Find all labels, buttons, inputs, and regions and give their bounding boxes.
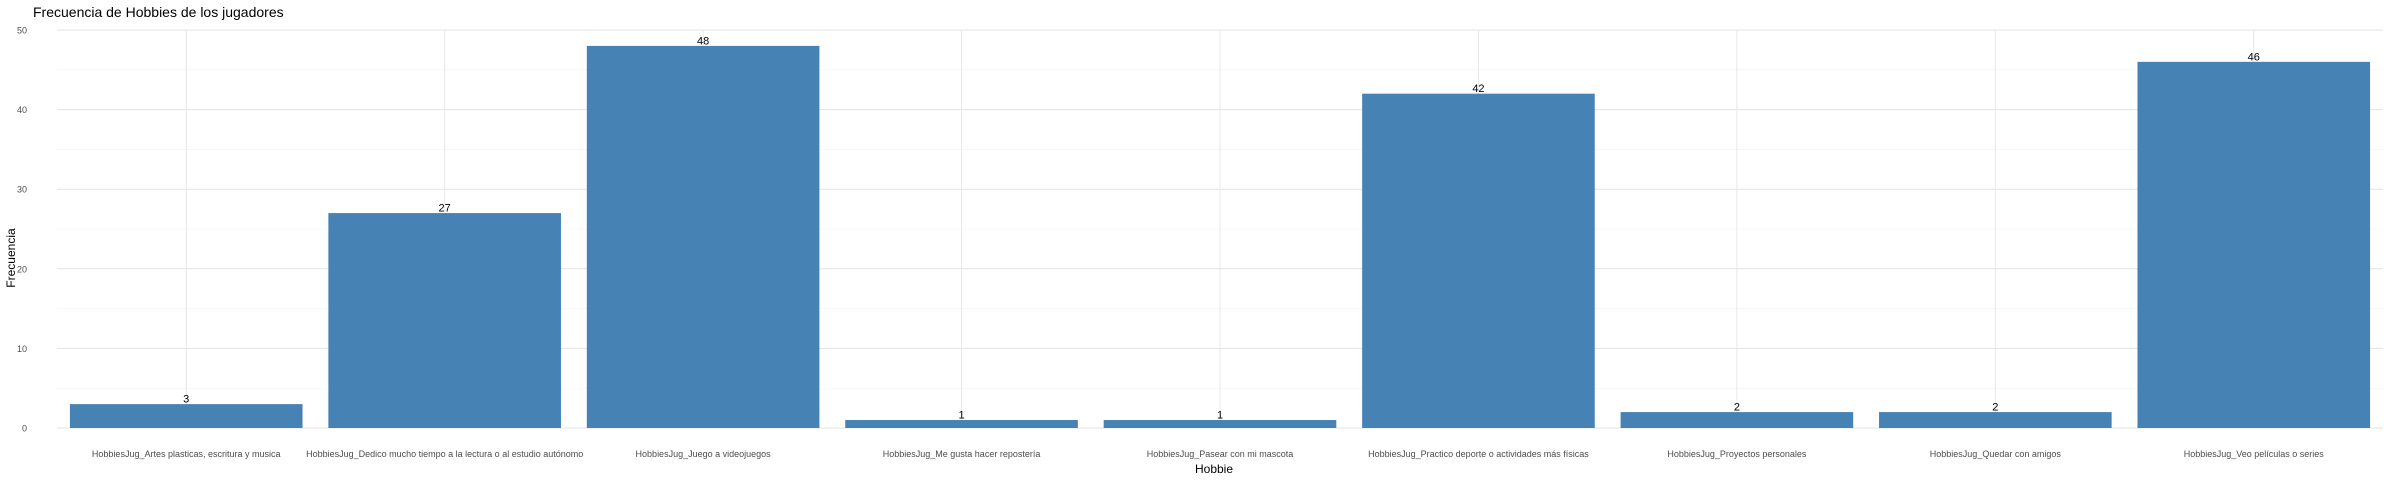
bar (69, 404, 303, 428)
y-axis-title: Frecuencia (4, 228, 18, 288)
bar (845, 420, 1078, 428)
bar (328, 213, 561, 428)
x-axis-title: Hobbie (1195, 462, 1233, 476)
grid-layer (57, 29, 2383, 429)
x-tick-label: HobbiesJug_Practico deporte o actividade… (1368, 449, 1589, 459)
bar (2137, 61, 2371, 429)
x-tick-label: HobbiesJug_Dedico mucho tiempo a la lect… (306, 449, 583, 459)
bar (586, 45, 820, 429)
y-tick-label: 30 (17, 185, 27, 195)
bar-value-label: 1 (958, 410, 964, 422)
chart-title: Frecuencia de Hobbies de los jugadores (33, 4, 284, 20)
y-tick-label: 20 (17, 264, 27, 274)
x-tick-label: HobbiesJug_Quedar con amigos (1930, 449, 2062, 459)
bar-value-label: 42 (1472, 83, 1484, 95)
x-tick-label: HobbiesJug_Juego a videojuegos (636, 449, 772, 459)
bar-value-label: 48 (697, 35, 709, 47)
bar (1879, 412, 2112, 428)
bar-value-label: 2 (1992, 402, 1998, 414)
bar-layer (69, 45, 2371, 429)
bar-value-label: 3 (183, 394, 189, 406)
y-tick-label: 0 (22, 424, 27, 434)
y-tick-label: 50 (17, 26, 27, 36)
bar-value-label: 46 (2248, 51, 2260, 63)
bar-value-label: 27 (439, 203, 451, 215)
bar (1103, 420, 1337, 428)
x-tick-label: HobbiesJug_Artes plasticas, escritura y … (92, 449, 281, 459)
x-tick-label: HobbiesJug_Me gusta hacer repostería (883, 449, 1041, 459)
bar (1362, 93, 1595, 429)
bar (1620, 412, 1854, 428)
x-tick-label: HobbiesJug_Proyectos personales (1667, 449, 1807, 459)
axis-layer: 0 10 20 30 40 50 HobbiesJug_Artes plasticas, e… (17, 26, 2324, 460)
x-tick-label: HobbiesJug_Pasear con mi mascota (1147, 449, 1294, 459)
bar-value-label: 2 (1734, 402, 1740, 414)
label-layer: 3 27 48 1 1 42 2 2 46 (183, 35, 2260, 421)
y-tick-label: 10 (17, 344, 27, 354)
y-tick-label: 40 (17, 105, 27, 115)
x-tick-label: HobbiesJug_Veo películas o series (2184, 449, 2325, 459)
bar-value-label: 1 (1217, 410, 1223, 422)
